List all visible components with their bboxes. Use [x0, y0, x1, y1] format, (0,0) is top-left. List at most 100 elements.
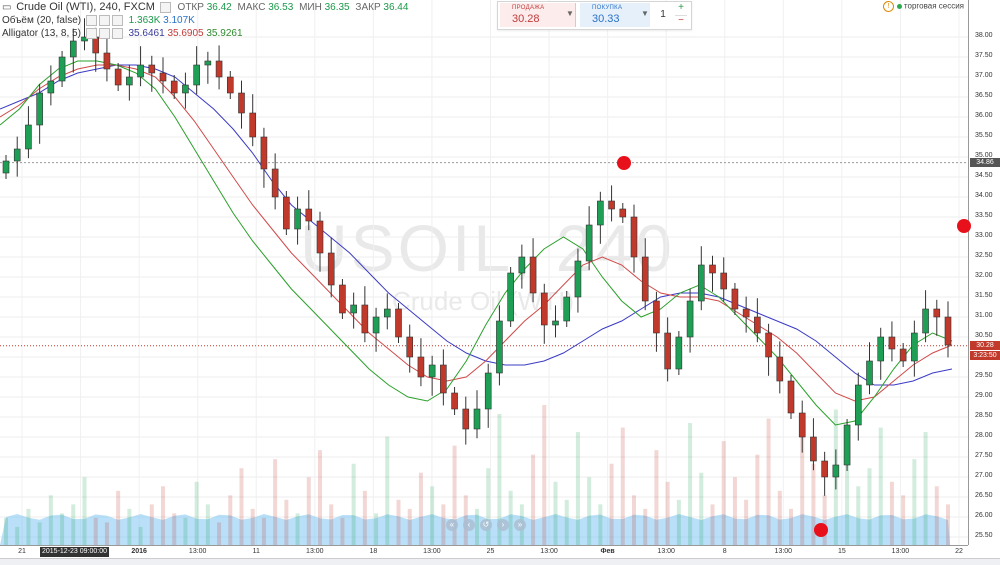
volume-bar [71, 504, 76, 545]
volume-bar [318, 450, 322, 545]
candle-body [529, 256, 537, 294]
event-marker[interactable] [957, 219, 971, 234]
scroll-left-button[interactable]: ‹ [463, 519, 475, 531]
scroll-to-start-button[interactable]: « [446, 519, 458, 531]
candle-body [686, 300, 694, 338]
low-label: МИН [299, 2, 322, 13]
volume-bar [4, 517, 8, 545]
price-chart[interactable] [0, 0, 968, 545]
volume-value-2: 3.107K [163, 15, 195, 26]
price-tick: 30.50 [975, 332, 993, 339]
volume-bar [946, 504, 950, 545]
alligator-settings-icon[interactable] [98, 27, 110, 39]
session-label: торговая сессия [903, 1, 964, 11]
buy-button[interactable]: ПОКУПКА 30.33 ▼ [580, 3, 650, 27]
candle-body [798, 412, 806, 438]
candle-body [204, 60, 212, 66]
candle-body [608, 200, 615, 210]
price-tick: 27.50 [975, 452, 993, 459]
candle-body [787, 380, 795, 414]
event-marker[interactable] [814, 523, 828, 538]
candle-body [372, 316, 380, 334]
quantity-plus-button[interactable]: + [678, 2, 684, 13]
candle-body [765, 332, 772, 358]
candle-body [507, 272, 514, 322]
volume-legend[interactable]: Объём (20, false) 1.363K 3.107K [2, 14, 195, 27]
candle-body [193, 64, 200, 86]
buy-price: 30.33 [592, 13, 620, 25]
volume-settings-icon[interactable] [98, 14, 110, 26]
reset-chart-button[interactable]: ↺ [480, 519, 492, 531]
volume-bar [261, 517, 266, 545]
candle-body [866, 360, 873, 386]
price-tag: 30.28 [970, 340, 1000, 350]
alligator-close-icon[interactable] [111, 27, 123, 39]
time-tick: 18 [369, 548, 378, 555]
price-tick: 35.00 [975, 152, 993, 159]
volume-bar [250, 508, 255, 545]
volume-bar [37, 522, 42, 545]
sell-button[interactable]: ПРОДАЖА 30.28 ▼ [500, 3, 576, 27]
price-tick: 34.00 [975, 192, 993, 199]
price-tick: 32.50 [975, 252, 993, 259]
volume-bar [396, 499, 401, 545]
volume-bar [295, 513, 300, 545]
volume-bar [811, 463, 816, 545]
volume-bar [452, 445, 457, 545]
price-tick: 31.50 [975, 292, 993, 299]
buy-sell-panel: ПРОДАЖА 30.28 ▼ ПОКУПКА 30.33 ▼ 1 + − [497, 1, 692, 30]
candle-body [664, 332, 671, 370]
candle-body [215, 60, 223, 78]
candle-body [899, 348, 907, 362]
candle-body [563, 296, 571, 322]
price-axis[interactable]: 38.00 37.50 37.00 36.50 36.00 35.50 35.00 34.50… [968, 0, 1000, 545]
buy-dropdown-icon[interactable]: ▼ [641, 9, 649, 18]
alligator-jaw-value: 35.6461 [128, 28, 165, 39]
candle-body [496, 320, 503, 374]
quantity-field[interactable]: 1 [660, 9, 666, 20]
alligator-lips-value: 35.9261 [206, 28, 243, 39]
time-tick: 21 [18, 548, 26, 555]
volume-visibility-icon[interactable] [85, 14, 97, 26]
candle-body [327, 252, 335, 286]
chart-area[interactable]: USOIL, 240 Crude Oil (WTI) ▭ Crude Oil (… [0, 0, 968, 545]
candle-body [540, 292, 548, 326]
quantity-minus-button[interactable]: − [675, 15, 687, 27]
alligator-lips-line [0, 60, 953, 426]
collapse-icon[interactable]: ▭ [2, 2, 12, 13]
volume-close-icon[interactable] [111, 14, 123, 26]
alligator-legend[interactable]: Alligator (13, 8, 5) 35.6461 35.6905 35.… [2, 27, 243, 40]
symbol-settings-icon[interactable] [159, 1, 171, 13]
volume-bar [306, 477, 311, 545]
volume-bar [609, 463, 614, 545]
alert-icon[interactable]: ! [882, 1, 894, 12]
crosshair-date-label: 2015-12-23 09:00:00 [40, 547, 109, 557]
candle-body [294, 208, 301, 230]
candle-body [126, 76, 133, 86]
trading-session-status[interactable]: ! торговая сессия [882, 1, 964, 12]
price-tick: 28.00 [975, 432, 993, 439]
scroll-to-end-button[interactable]: » [514, 519, 526, 531]
candle-body [103, 52, 111, 70]
time-tick: 22 [955, 548, 963, 555]
candle-body [13, 148, 21, 162]
volume-bar [82, 477, 87, 545]
session-status-dot [896, 4, 902, 9]
alligator-visibility-icon[interactable] [85, 27, 97, 39]
candle-body [462, 408, 470, 430]
volume-bar [430, 486, 435, 545]
scroll-right-button[interactable]: › [497, 519, 509, 531]
candle-body [383, 308, 391, 318]
price-tick: 26.50 [975, 492, 993, 499]
event-marker[interactable] [617, 155, 631, 170]
volume-bar [418, 472, 423, 545]
time-axis[interactable]: 22 13:00 15 13:00 8 13:00 Фев 13:00 25 13:00 18 13:… [0, 545, 968, 559]
time-tick: 13:00 [306, 548, 324, 555]
watermark-symbol: USOIL, 240 [300, 211, 675, 285]
volume-bar [407, 508, 412, 545]
sell-dropdown-icon[interactable]: ▼ [566, 9, 574, 18]
candle-body [406, 336, 414, 358]
time-tick: 15 [837, 548, 846, 555]
candle-body [641, 256, 649, 302]
time-tick: 13:00 [540, 548, 558, 555]
